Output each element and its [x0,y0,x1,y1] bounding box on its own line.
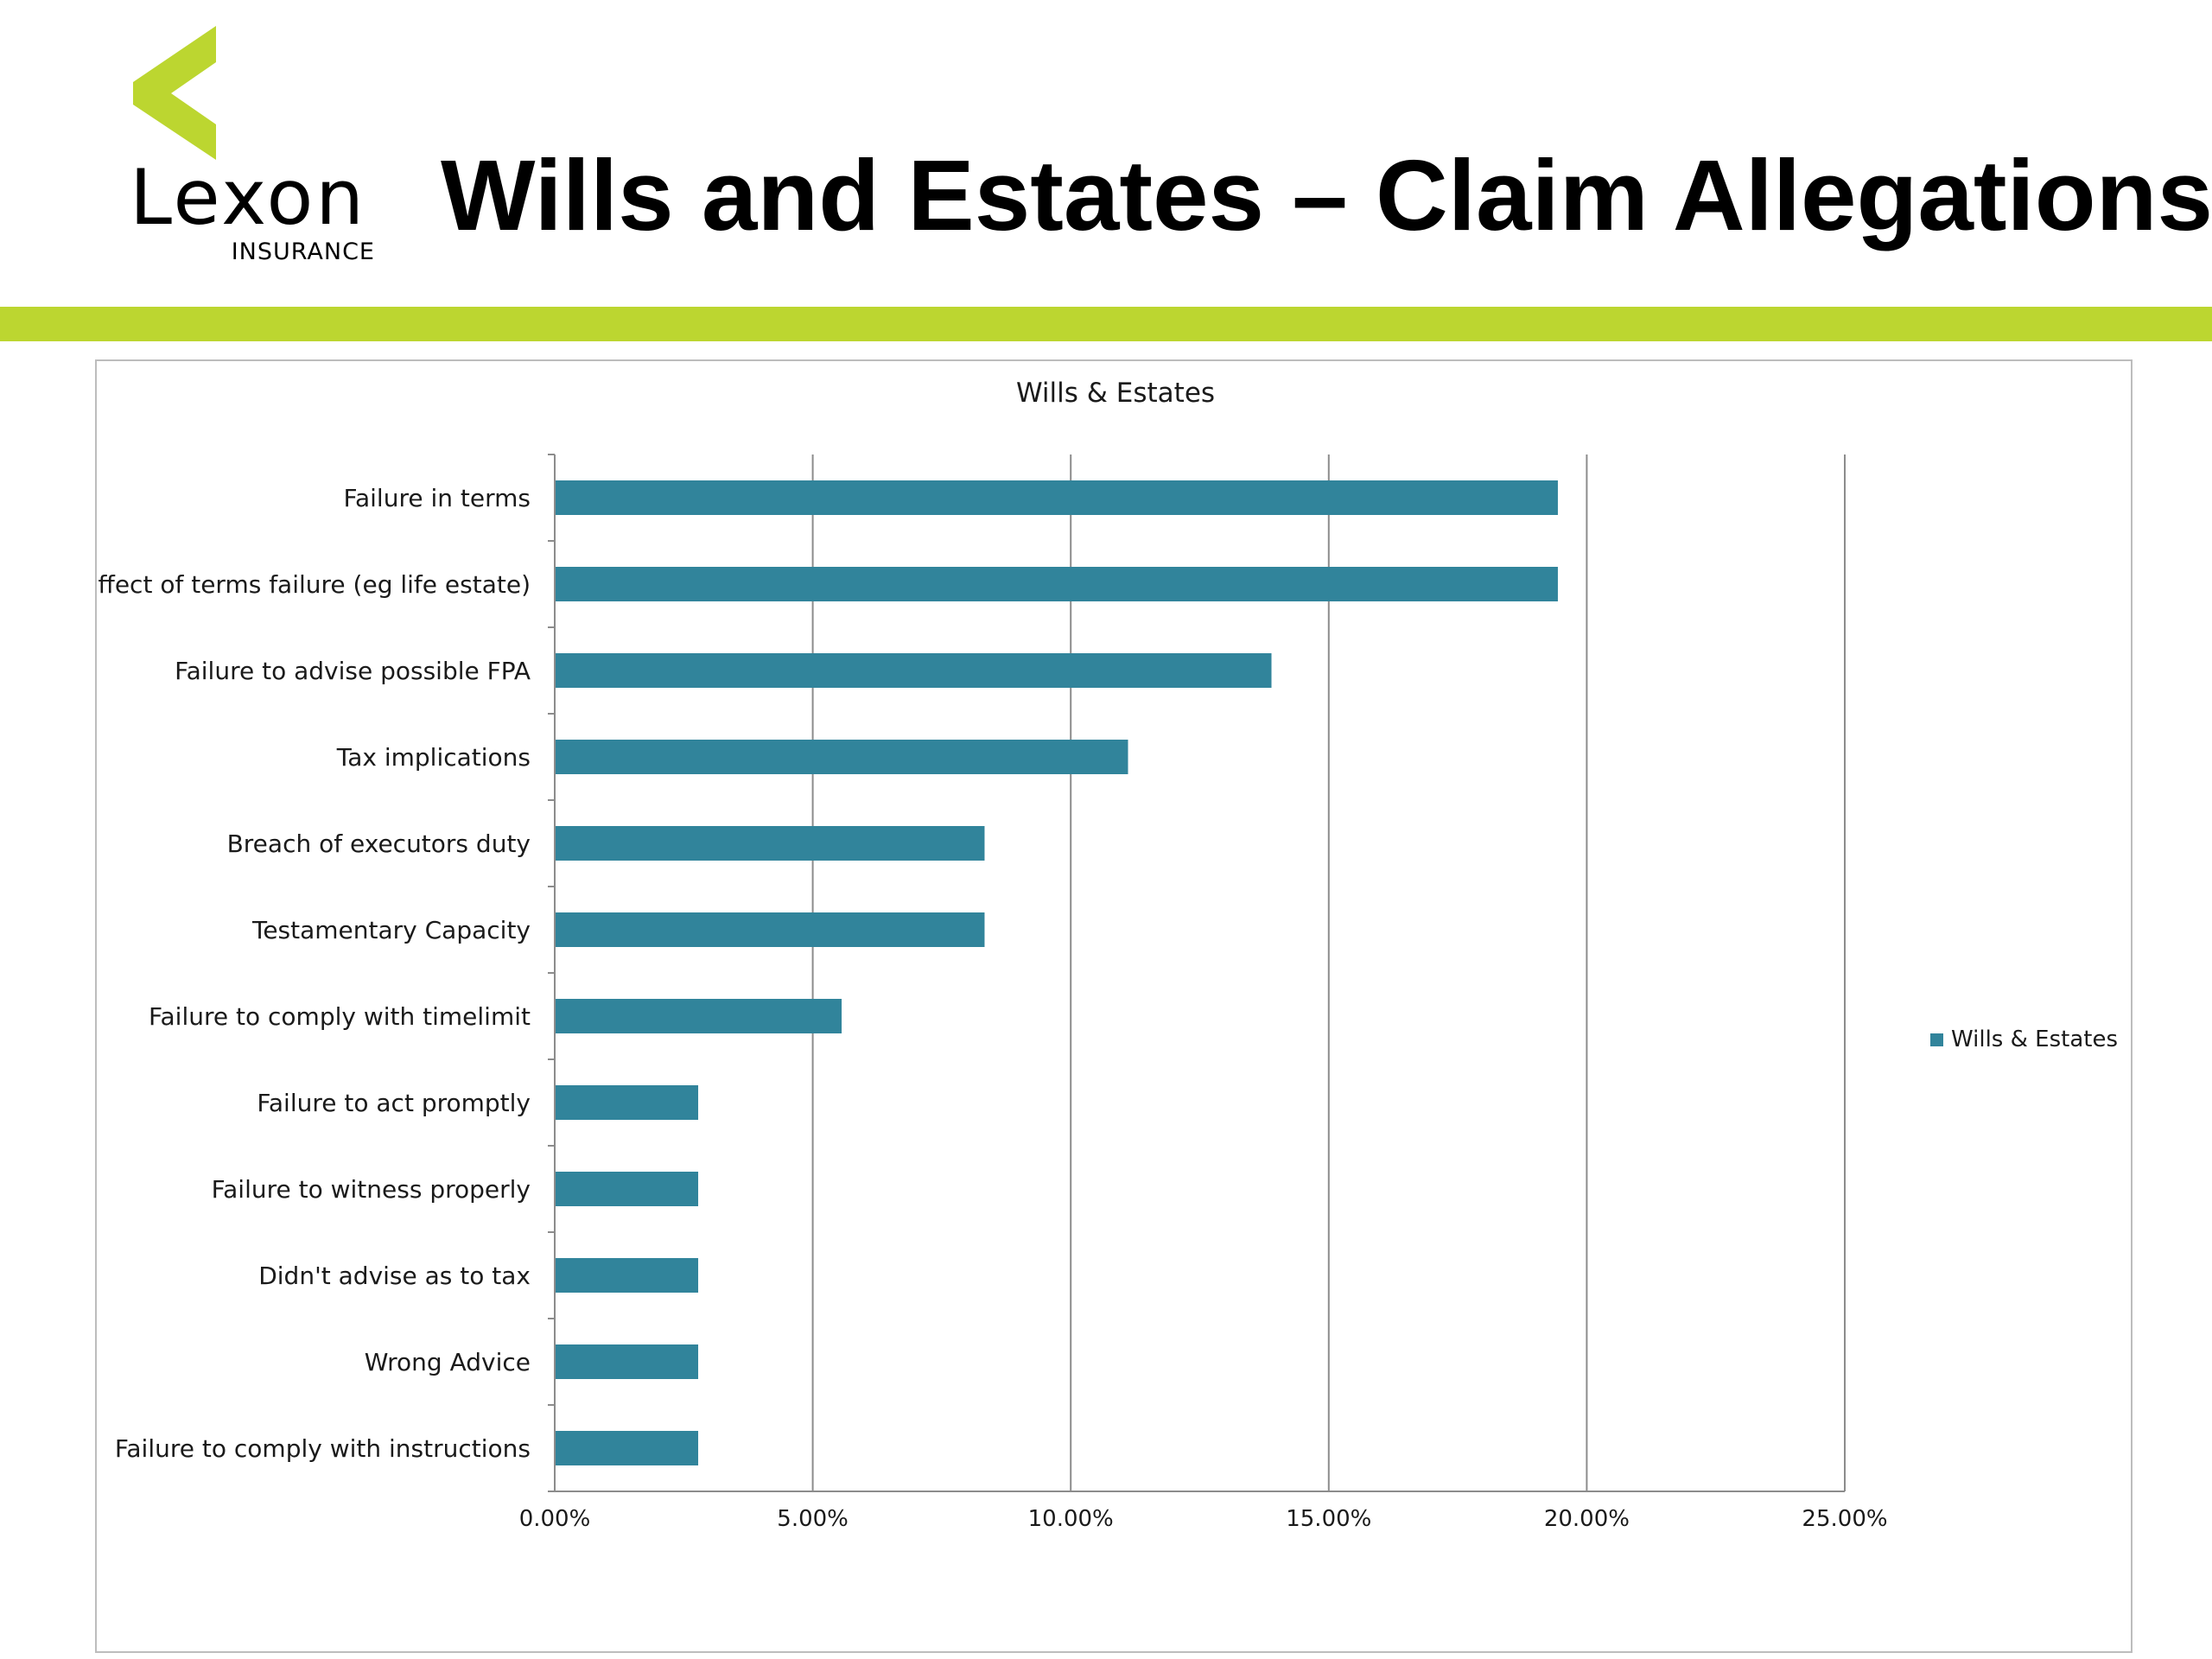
x-tick-label: 5.00% [777,1506,849,1532]
bar [556,480,1558,515]
category-label: Failure in terms [343,484,531,512]
x-tick-label: 20.00% [1544,1506,1630,1532]
category-label: Failure to act promptly [257,1089,531,1117]
bar [556,912,985,947]
legend-label: Wills & Estates [1951,1027,2118,1052]
category-label: Didn't advise as to tax [258,1262,531,1290]
bar [556,1258,699,1293]
category-label: Testamentary Capacity [251,916,531,944]
category-label: Failure to comply with instructions [115,1434,531,1463]
category-label: Failure to comply with timelimit [149,1002,531,1031]
bar [556,999,842,1033]
x-tick-label: 0.00% [519,1506,591,1532]
bar [556,740,1128,774]
chart-title: Wills & Estates [1016,378,1215,409]
logo-chevron-shape [133,26,216,160]
bar [556,1431,699,1465]
category-label: Failure to witness properly [212,1175,531,1204]
category-label: Tax implications [336,743,531,772]
bar [556,1172,699,1206]
bar [556,653,1272,688]
logo-wordmark: Lexon [130,153,367,242]
logo-subtitle: INSURANCE [231,238,375,265]
category-label: Failure to advise possible FPA [175,657,531,685]
chart-frame: Wills & Estates 0.00% 5.00% 10.00% 15.00% 20.… [95,359,2133,1653]
x-tick-label: 10.00% [1028,1506,1114,1532]
accent-band [0,307,2212,341]
bar-chart: Wills & Estates 0.00% 5.00% 10.00% 15.00% 20.… [97,378,2118,1532]
lexon-logo: Lexon INSURANCE [130,26,380,268]
category-label: Breach of executors duty [227,830,531,858]
x-tick-label: 25.00% [1802,1506,1887,1532]
bar [556,567,1558,601]
bar [556,1085,699,1120]
slide-title: Wills and Estates – Claim Allegations [441,139,2212,251]
bar [556,826,985,861]
logo-chevron-icon [133,26,216,160]
category-label: Effect of terms failure (eg life estate) [97,570,531,599]
legend-swatch [1930,1033,1943,1046]
bar [556,1344,699,1379]
category-label: Wrong Advice [365,1348,531,1376]
x-tick-label: 15.00% [1286,1506,1371,1532]
